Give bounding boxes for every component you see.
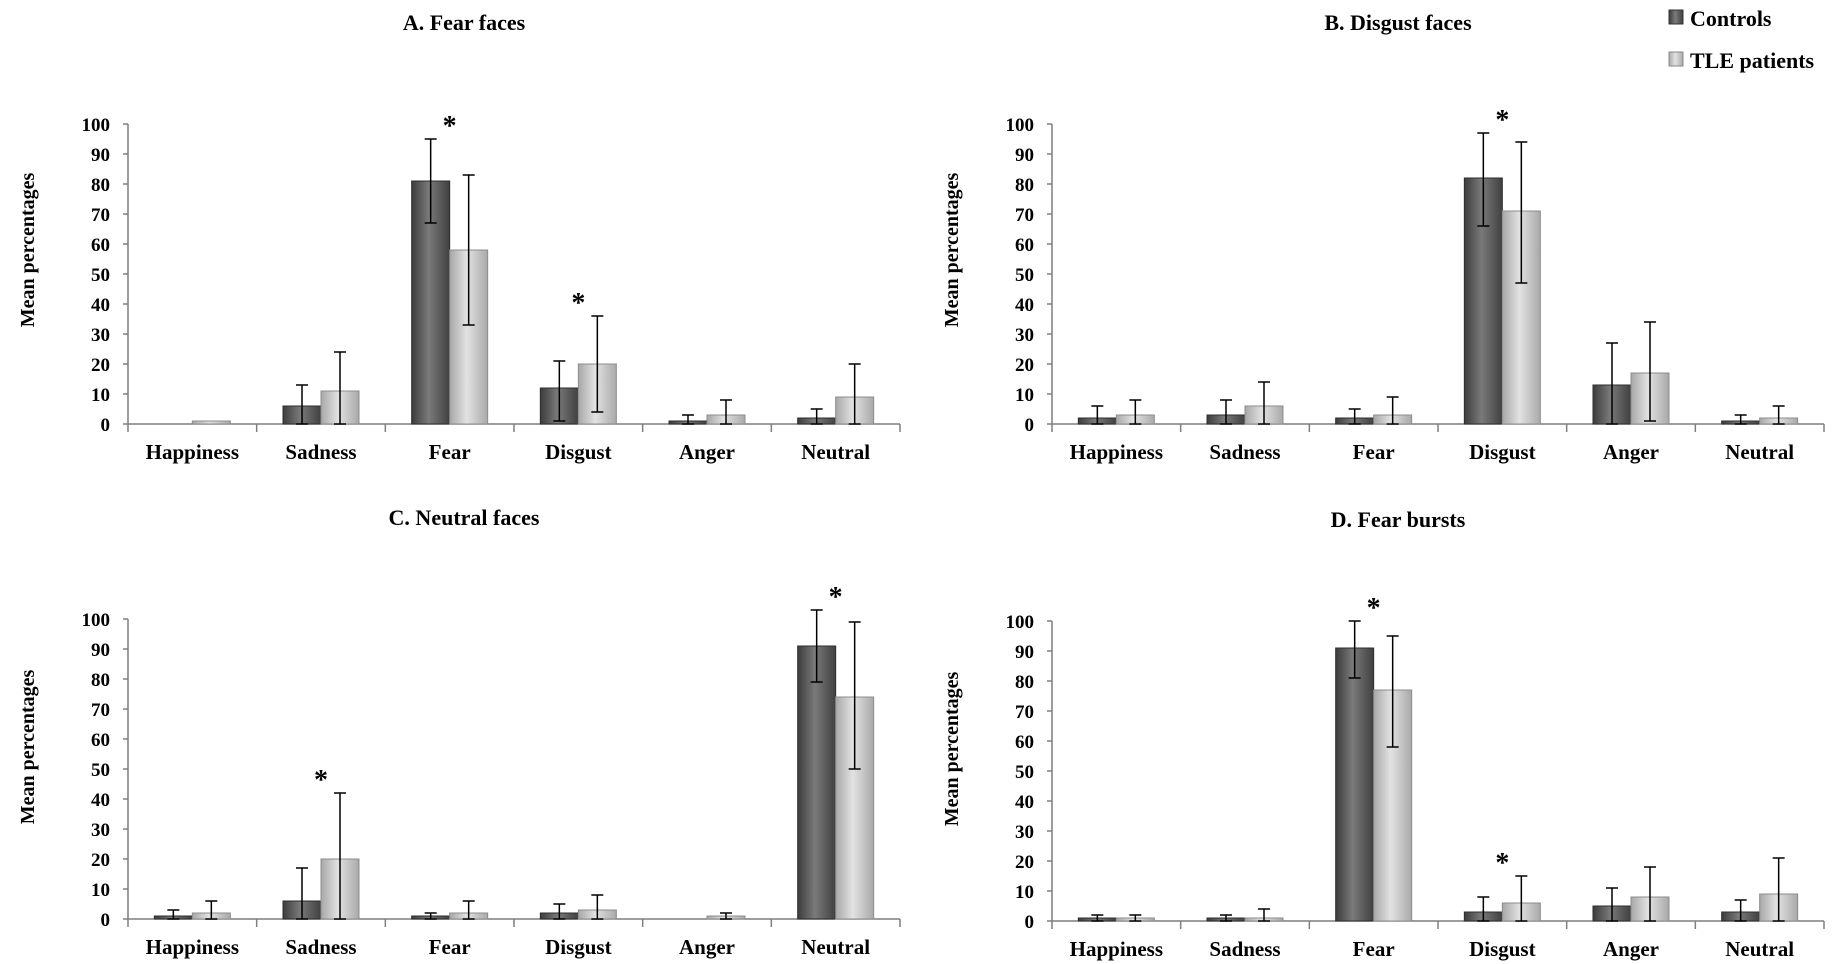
y-tick-label: 10 (91, 385, 110, 406)
y-tick-label: 60 (1015, 235, 1034, 256)
y-tick-label: 100 (82, 115, 111, 136)
y-tick-label: 10 (1015, 385, 1034, 406)
x-tick-label: Fear (429, 440, 471, 464)
chart-title: B. Disgust faces (1324, 10, 1472, 35)
chart-panel-2: B. Disgust faces Mean percentages 0 10 20 30 4… (941, 10, 1825, 464)
y-tick-label: 20 (91, 850, 110, 871)
y-tick-label: 100 (82, 610, 111, 631)
y-tick-label: 70 (1015, 205, 1034, 226)
significance-marker: * (1495, 848, 1509, 879)
y-axis-label: Mean percentages (941, 172, 963, 327)
y-tick-label: 40 (1015, 792, 1034, 813)
significance-marker: * (314, 765, 328, 796)
y-tick-label: 50 (1015, 265, 1034, 286)
legend-swatch-tle (1668, 51, 1684, 67)
y-tick-label: 100 (1006, 115, 1035, 136)
y-tick-label: 20 (1015, 355, 1034, 376)
y-tick-label: 30 (1015, 325, 1034, 346)
legend-label-controls: Controls (1690, 6, 1772, 31)
y-tick-label: 50 (1015, 762, 1034, 783)
x-tick-label: Happiness (1070, 440, 1163, 464)
x-tick-label: Sadness (285, 440, 356, 464)
y-tick-label: 0 (101, 910, 111, 931)
x-tick-label: Sadness (1209, 440, 1280, 464)
x-tick-label: Anger (679, 440, 735, 464)
y-tick-label: 50 (91, 760, 110, 781)
legend-label-tle: TLE patients (1690, 48, 1815, 73)
significance-marker: * (1367, 593, 1381, 624)
y-tick-label: 30 (1015, 822, 1034, 843)
y-tick-label: 50 (91, 265, 110, 286)
legend-swatch-controls (1668, 9, 1684, 25)
x-tick-label: Neutral (1725, 937, 1794, 961)
bar-controls (797, 645, 837, 920)
y-tick-label: 70 (91, 700, 110, 721)
y-tick-label: 40 (91, 295, 110, 316)
x-tick-label: Disgust (1469, 440, 1536, 464)
y-axis-label: Mean percentages (17, 172, 39, 327)
x-tick-label: Disgust (545, 440, 612, 464)
x-tick-label: Neutral (1725, 440, 1794, 464)
significance-marker: * (443, 111, 457, 142)
chart-panel-3: C. Neutral faces Mean percentages 0 10 20 30 4… (17, 505, 901, 959)
y-tick-label: 0 (1025, 912, 1035, 933)
y-tick-label: 40 (91, 790, 110, 811)
bar-controls (1335, 647, 1375, 922)
chart-title: D. Fear bursts (1331, 507, 1466, 532)
y-tick-label: 90 (91, 145, 110, 166)
y-tick-label: 0 (101, 415, 111, 436)
y-tick-label: 80 (1015, 175, 1034, 196)
x-tick-label: Fear (1353, 937, 1395, 961)
x-tick-label: Neutral (801, 935, 870, 959)
chart-panel-1: A. Fear faces Mean percentages 0 10 20 30 40 50… (17, 10, 901, 464)
x-tick-label: Anger (1603, 937, 1659, 961)
x-tick-label: Disgust (545, 935, 612, 959)
y-axis-label: Mean percentages (17, 669, 39, 824)
chart-title: A. Fear faces (403, 10, 526, 35)
x-tick-label: Anger (1603, 440, 1659, 464)
y-tick-label: 20 (91, 355, 110, 376)
significance-marker: * (571, 288, 585, 319)
y-tick-label: 90 (1015, 642, 1034, 663)
y-tick-label: 10 (1015, 882, 1034, 903)
y-tick-label: 70 (1015, 702, 1034, 723)
x-tick-label: Happiness (1070, 937, 1163, 961)
y-tick-label: 60 (91, 730, 110, 751)
chart-title: C. Neutral faces (389, 505, 540, 530)
y-tick-label: 100 (1006, 612, 1035, 633)
x-tick-label: Happiness (146, 935, 239, 959)
x-tick-label: Sadness (285, 935, 356, 959)
y-axis-label: Mean percentages (941, 671, 963, 826)
y-tick-label: 80 (1015, 672, 1034, 693)
y-tick-label: 30 (91, 820, 110, 841)
significance-marker: * (1495, 105, 1509, 136)
y-tick-label: 90 (1015, 145, 1034, 166)
y-tick-label: 10 (91, 880, 110, 901)
x-tick-label: Disgust (1469, 937, 1536, 961)
y-tick-label: 20 (1015, 852, 1034, 873)
y-tick-label: 60 (1015, 732, 1034, 753)
y-tick-label: 80 (91, 175, 110, 196)
x-tick-label: Fear (429, 935, 471, 959)
y-tick-label: 90 (91, 640, 110, 661)
y-tick-label: 40 (1015, 295, 1034, 316)
x-tick-label: Happiness (146, 440, 239, 464)
x-tick-label: Sadness (1209, 937, 1280, 961)
significance-marker: * (829, 582, 843, 613)
chart-panel-4: D. Fear bursts Mean percentages 0 10 20 30 40 5… (941, 507, 1825, 961)
y-tick-label: 70 (91, 205, 110, 226)
y-tick-label: 60 (91, 235, 110, 256)
y-tick-label: 30 (91, 325, 110, 346)
y-tick-label: 0 (1025, 415, 1035, 436)
x-tick-label: Fear (1353, 440, 1395, 464)
bar-tle (191, 420, 231, 425)
x-tick-label: Anger (679, 935, 735, 959)
x-tick-label: Neutral (801, 440, 870, 464)
legend: Controls TLE patients (1668, 6, 1815, 73)
y-tick-label: 80 (91, 670, 110, 691)
